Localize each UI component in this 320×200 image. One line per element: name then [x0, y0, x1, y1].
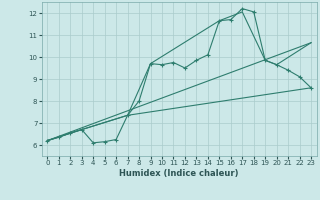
X-axis label: Humidex (Indice chaleur): Humidex (Indice chaleur) [119, 169, 239, 178]
